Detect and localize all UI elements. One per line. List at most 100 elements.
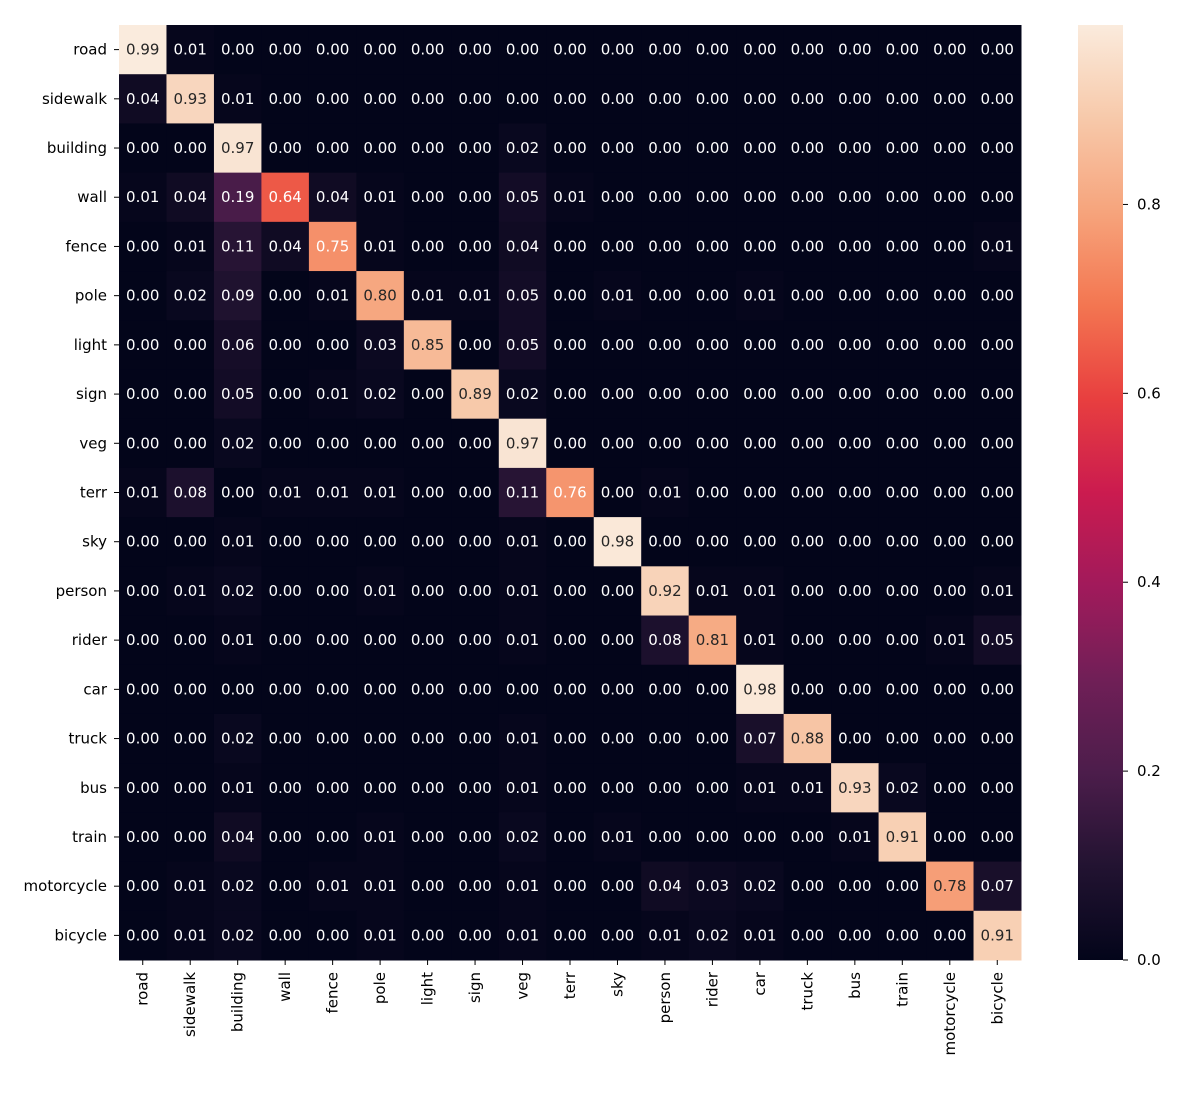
heatmap-cell <box>546 910 595 961</box>
cell-value-label: 0.00 <box>791 41 824 59</box>
cell-value-label: 0.00 <box>601 680 634 698</box>
cell-value-label: 0.00 <box>268 139 301 157</box>
heatmap-cell <box>213 713 262 764</box>
cell-value-label: 0.00 <box>838 680 871 698</box>
cell-value-label: 0.97 <box>221 139 254 157</box>
heatmap-cell <box>593 221 642 272</box>
cell-value-label: 0.00 <box>981 90 1014 108</box>
cell-value-label: 0.00 <box>458 582 491 600</box>
heatmap-cell <box>403 369 452 420</box>
cell-value-label: 0.01 <box>553 188 586 206</box>
cell-value-label: 0.02 <box>174 287 207 305</box>
cell-value-label: 0.01 <box>126 188 159 206</box>
cell-value-label: 0.00 <box>933 926 966 944</box>
heatmap-cell <box>451 615 500 666</box>
x-tick-label: veg <box>514 972 532 1000</box>
cell-value-label: 0.00 <box>126 779 159 797</box>
cell-value-label: 0.00 <box>791 385 824 403</box>
cell-value-label: 0.01 <box>363 926 396 944</box>
heatmap-cell <box>403 418 452 469</box>
cell-value-label: 0.00 <box>316 828 349 846</box>
cell-value-label: 0.00 <box>601 582 634 600</box>
cell-value-label: 0.00 <box>886 877 919 895</box>
heatmap-cell <box>926 467 975 518</box>
heatmap-cell <box>356 615 405 666</box>
heatmap-cell <box>878 566 927 617</box>
heatmap-cell <box>641 615 690 666</box>
cell-value-label: 0.07 <box>743 730 776 748</box>
heatmap-cell <box>261 172 310 223</box>
cell-value-label: 0.00 <box>126 828 159 846</box>
heatmap-cell <box>831 369 880 420</box>
cell-value-label: 0.01 <box>221 779 254 797</box>
heatmap-cell <box>546 221 595 272</box>
heatmap-cell <box>831 566 880 617</box>
cell-value-label: 0.00 <box>411 926 444 944</box>
cell-value-label: 0.00 <box>458 336 491 354</box>
cell-value-label: 0.00 <box>363 730 396 748</box>
heatmap-cell <box>119 320 167 370</box>
cell-value-label: 0.00 <box>981 385 1014 403</box>
heatmap-cell <box>783 271 832 321</box>
cell-value-label: 0.00 <box>411 90 444 108</box>
cell-value-label: 0.00 <box>458 139 491 157</box>
heatmap-cell <box>403 320 452 370</box>
heatmap-cell <box>213 25 262 75</box>
heatmap-cell <box>783 861 832 912</box>
cell-value-label: 0.00 <box>648 385 681 403</box>
heatmap-cell <box>213 172 262 223</box>
heatmap-cell <box>783 910 832 961</box>
heatmap-cell <box>688 763 737 813</box>
heatmap-cell <box>688 123 737 174</box>
x-tick-label: light <box>419 972 437 1005</box>
cell-value-label: 0.00 <box>363 631 396 649</box>
cell-value-label: 0.00 <box>553 287 586 305</box>
heatmap-cell <box>119 763 167 813</box>
heatmap-cell <box>261 812 310 863</box>
heatmap-cell <box>546 369 595 420</box>
cell-value-label: 0.00 <box>981 41 1014 59</box>
y-tick-label: wall <box>77 188 107 206</box>
heatmap-cell <box>641 713 690 764</box>
cell-value-label: 0.00 <box>696 484 729 502</box>
heatmap-cell <box>593 172 642 223</box>
heatmap-cell <box>166 123 215 174</box>
cell-value-label: 0.00 <box>601 237 634 255</box>
heatmap-cell <box>356 320 405 370</box>
heatmap-cell <box>166 713 215 764</box>
cell-value-label: 0.00 <box>933 287 966 305</box>
cell-value-label: 0.00 <box>981 139 1014 157</box>
heatmap-cell <box>641 566 690 617</box>
heatmap-cell <box>308 812 357 863</box>
heatmap-cell <box>593 123 642 174</box>
heatmap-cell <box>593 664 642 715</box>
cell-value-label: 0.00 <box>268 287 301 305</box>
cell-value-label: 0.01 <box>981 582 1014 600</box>
cell-value-label: 0.00 <box>174 680 207 698</box>
cell-value-label: 0.00 <box>838 385 871 403</box>
heatmap-cell <box>308 910 357 961</box>
cell-value-label: 0.01 <box>268 484 301 502</box>
heatmap-cell <box>166 369 215 420</box>
heatmap-cell <box>261 221 310 272</box>
x-tick-label: car <box>751 971 769 995</box>
cell-value-label: 0.00 <box>886 385 919 403</box>
heatmap-cell <box>119 25 167 75</box>
cell-value-label: 0.00 <box>601 385 634 403</box>
heatmap-cell <box>593 320 642 370</box>
cell-value-label: 0.00 <box>126 877 159 895</box>
cell-value-label: 0.00 <box>696 533 729 551</box>
heatmap-cell <box>308 467 357 518</box>
heatmap-cell <box>641 271 690 321</box>
cell-value-label: 0.00 <box>316 730 349 748</box>
cell-value-label: 0.00 <box>886 631 919 649</box>
cell-value-label: 0.00 <box>458 631 491 649</box>
cell-value-label: 0.00 <box>601 926 634 944</box>
cell-value-label: 0.00 <box>506 90 539 108</box>
cell-value-label: 0.05 <box>506 336 539 354</box>
cell-value-label: 0.00 <box>411 139 444 157</box>
heatmap-cell <box>783 172 832 223</box>
heatmap-cell <box>451 861 500 912</box>
cell-value-label: 0.75 <box>316 237 349 255</box>
heatmap-cell <box>688 271 737 321</box>
